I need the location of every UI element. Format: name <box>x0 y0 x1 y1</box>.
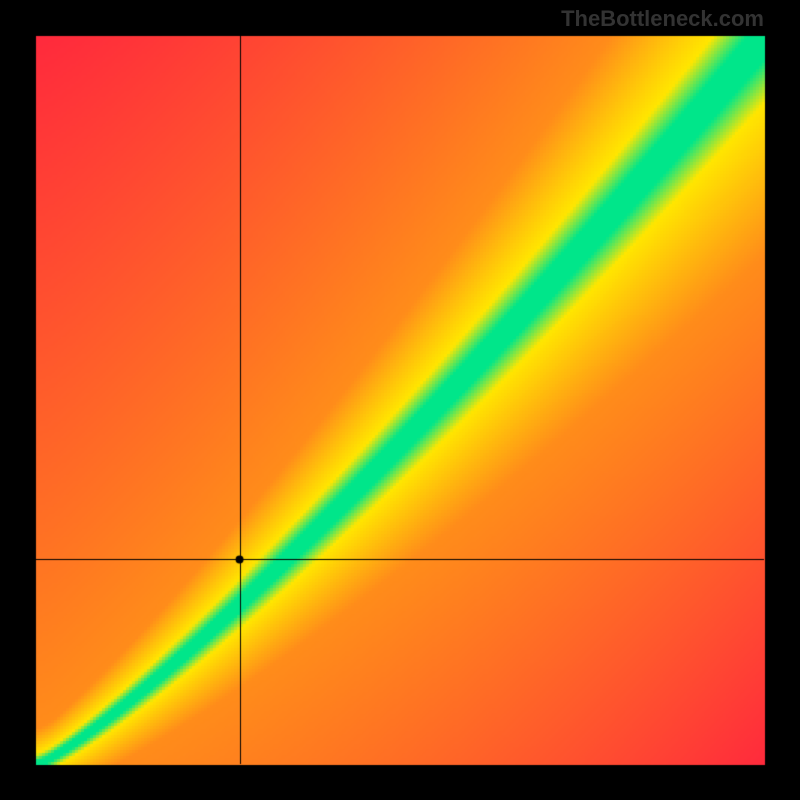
watermark-text: TheBottleneck.com <box>561 6 764 32</box>
bottleneck-heatmap-canvas <box>0 0 800 800</box>
chart-container: { "watermark": { "text": "TheBottleneck.… <box>0 0 800 800</box>
